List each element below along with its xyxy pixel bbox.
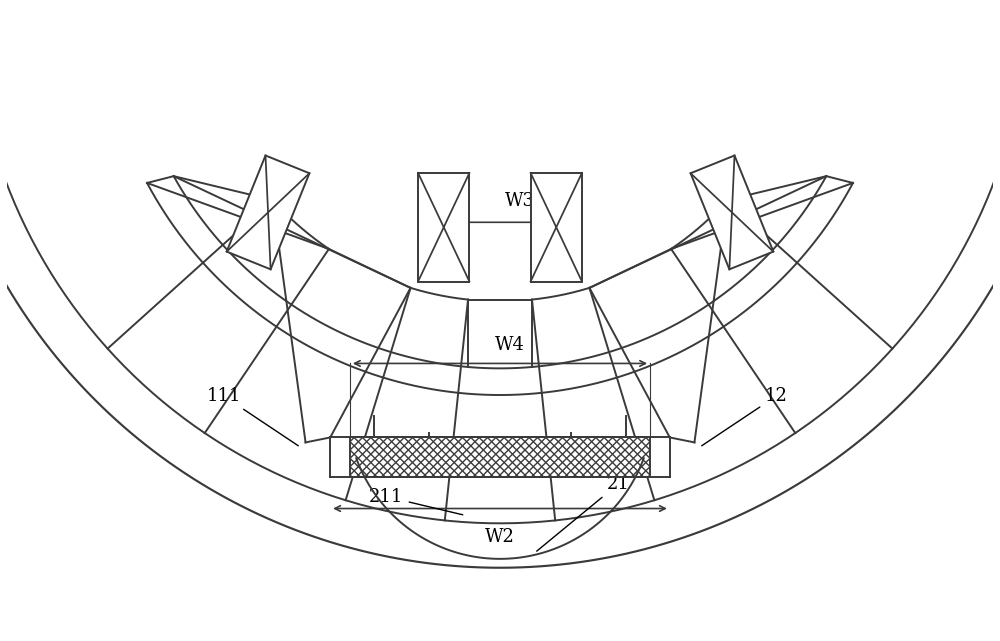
Text: 212: 212: [0, 640, 1, 641]
Text: 21: 21: [537, 475, 630, 551]
Text: 211: 211: [369, 488, 463, 515]
Polygon shape: [227, 156, 309, 269]
Bar: [350, 437, 650, 477]
Polygon shape: [691, 156, 773, 269]
Text: W3: W3: [505, 192, 535, 210]
Text: W4: W4: [495, 336, 525, 354]
Bar: [531, 173, 582, 281]
Text: 212: 212: [0, 640, 1, 641]
Text: 12: 12: [702, 387, 788, 445]
Bar: [350, 437, 650, 477]
Text: 111: 111: [206, 387, 298, 445]
Bar: [418, 173, 469, 281]
Text: W2: W2: [485, 528, 515, 546]
